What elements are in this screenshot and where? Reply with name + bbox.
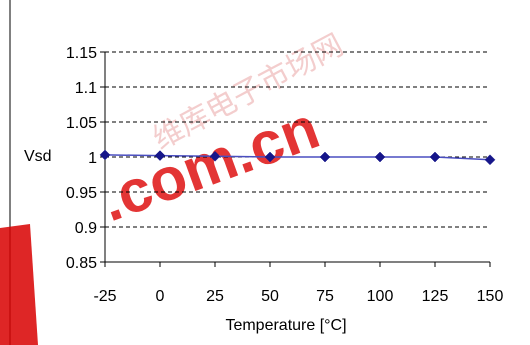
y-tick-label: 0.85	[66, 255, 97, 272]
y-tick-label: 1	[88, 150, 97, 167]
x-axis-title: Temperature [°C]	[225, 317, 346, 334]
data-point-marker	[429, 151, 441, 163]
x-tick-label: 50	[261, 288, 279, 305]
y-tick-label: 1.15	[66, 45, 97, 62]
x-tick-label: 0	[156, 288, 165, 305]
data-point-marker	[484, 154, 496, 166]
data-point-marker	[154, 150, 166, 161]
series-line	[104, 154, 491, 161]
y-tick-label: 1.05	[66, 115, 97, 132]
watermark: 维库电子市场网 .com.cn	[0, 28, 349, 345]
axes	[100, 51, 491, 267]
y-tick-label: 1.1	[75, 80, 97, 97]
x-tick-label: 25	[206, 288, 224, 305]
data-point-marker	[99, 149, 111, 161]
x-tick-labels: -25 0 25 50 75 100 125 150	[93, 288, 503, 305]
x-tick-label: 100	[367, 288, 394, 305]
y-tick-labels: 1.15 1.1 1.05 1 0.95 0.9 0.85	[66, 45, 97, 272]
x-tick-label: 150	[477, 288, 504, 305]
series	[99, 149, 496, 166]
data-point-marker	[374, 151, 386, 163]
data-point-marker	[319, 151, 331, 163]
watermark-red-shape	[0, 224, 38, 345]
data-point-marker	[264, 151, 276, 163]
x-tick-label: -25	[93, 288, 116, 305]
y-tick-label: 0.9	[75, 220, 97, 237]
x-tick-label: 125	[422, 288, 449, 305]
y-axis-title: Vsd	[24, 148, 52, 165]
x-tick-label: 75	[316, 288, 334, 305]
y-tick-label: 0.95	[66, 185, 97, 202]
data-point-marker	[209, 150, 221, 162]
